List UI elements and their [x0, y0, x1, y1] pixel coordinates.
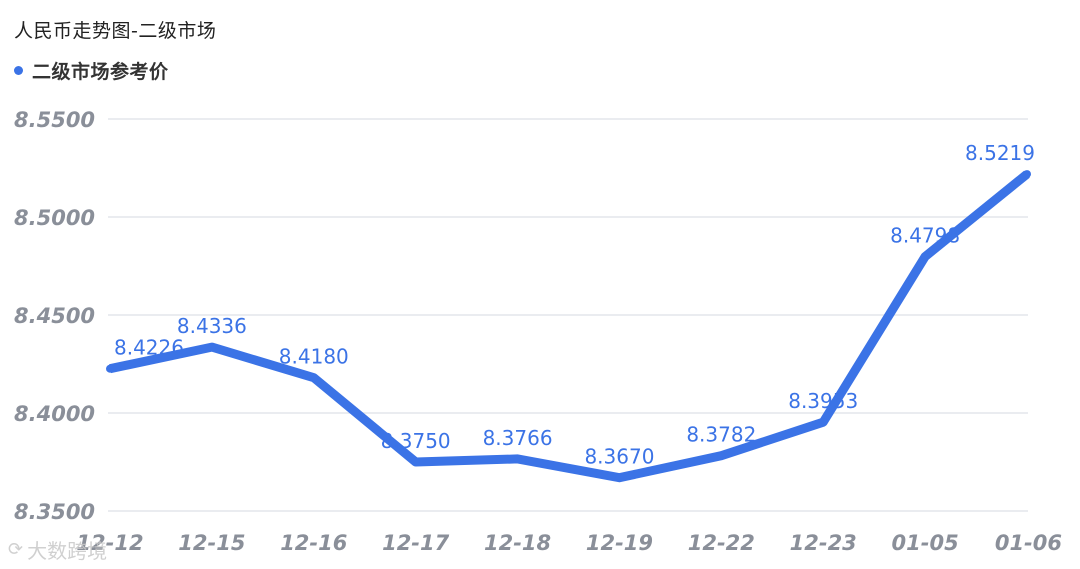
x-tick-label: 12-19 — [586, 531, 653, 555]
x-tick-label: 12-22 — [688, 531, 755, 555]
data-point[interactable] — [106, 364, 114, 373]
logo-icon: ⟳ — [8, 539, 24, 560]
data-label: 8.3750 — [381, 429, 451, 453]
legend-marker — [14, 66, 23, 75]
x-tick-label: 01-05 — [892, 531, 959, 555]
data-label: 8.5219 — [965, 141, 1035, 165]
data-label: 8.3670 — [584, 445, 654, 469]
x-tick-label: 12-16 — [280, 531, 347, 555]
data-point[interactable] — [411, 458, 420, 466]
data-label: 8.4226 — [114, 336, 184, 360]
y-axis: 8.5500 8.5000 8.4500 8.4000 8.3500 — [14, 108, 95, 524]
x-tick-label: 12-18 — [484, 531, 551, 555]
grid-lines — [108, 118, 1028, 512]
data-point[interactable] — [819, 418, 828, 427]
legend-label: 二级市场参考价 — [32, 61, 169, 83]
data-point[interactable] — [309, 373, 318, 382]
x-tick-label: 01-06 — [995, 531, 1062, 555]
y-tick-label: 8.4000 — [14, 402, 95, 426]
data-point[interactable] — [921, 252, 930, 261]
watermark-text: 大数跨境 — [27, 539, 108, 563]
data-label: 8.4798 — [890, 224, 960, 248]
data-point[interactable] — [1023, 170, 1031, 179]
series-line — [106, 170, 1031, 483]
y-tick-label: 8.5000 — [14, 206, 95, 230]
x-tick-label: 12-23 — [790, 531, 857, 555]
x-axis: 12-12 12-15 12-16 12-17 12-18 12-19 12-22 12-23… — [76, 531, 1062, 555]
x-tick-label: 12-17 — [382, 531, 450, 555]
data-point[interactable] — [615, 473, 624, 482]
data-point[interactable] — [513, 454, 522, 463]
watermark: ⟳ 大数跨境 — [8, 535, 107, 564]
y-tick-label: 8.3500 — [14, 500, 95, 524]
chart-title: 人民币走势图-二级市场 — [14, 20, 217, 42]
data-point[interactable] — [207, 343, 216, 352]
data-label: 8.4180 — [279, 345, 349, 369]
legend[interactable]: 二级市场参考价 — [14, 57, 169, 84]
data-label: 8.4336 — [177, 314, 247, 338]
data-label: 8.3766 — [483, 426, 553, 450]
data-point[interactable] — [717, 451, 726, 460]
data-label: 8.3953 — [788, 389, 858, 413]
series-line-path — [109, 170, 1030, 483]
x-tick-label: 12-12 — [76, 531, 143, 555]
data-label: 8.3782 — [686, 423, 756, 447]
x-tick-label: 12-15 — [178, 531, 245, 555]
y-tick-label: 8.5500 — [14, 108, 95, 132]
y-tick-label: 8.4500 — [14, 304, 95, 328]
